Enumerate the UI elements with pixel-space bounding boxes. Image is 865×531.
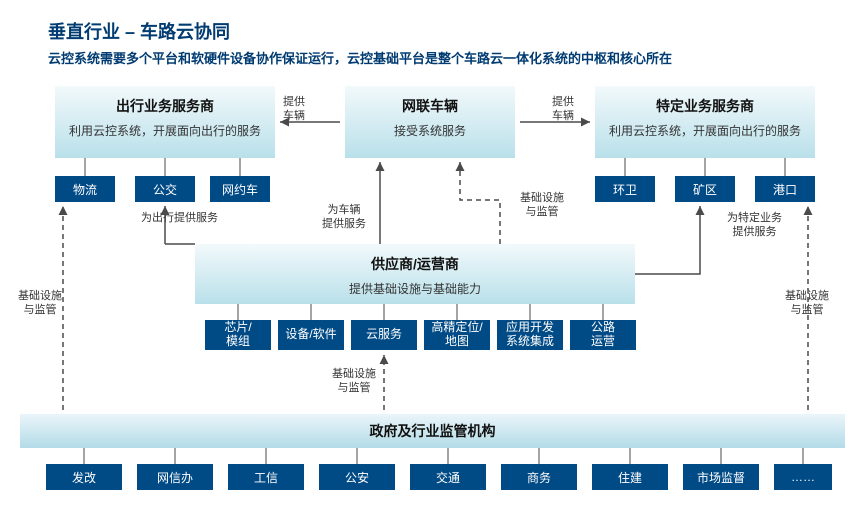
label-provide-vehicle-left: 提供 车辆 [283,96,305,124]
box-title: 供应商/运营商 [195,254,635,274]
box-sub: 接受系统服务 [345,122,515,139]
page-subtitle: 云控系统需要多个平台和软硬件设备协作保证运行，云控基础平台是整个车路云一体化系统… [48,48,672,67]
chip-gov-4: 交通 [410,464,486,490]
chip-text: 设备/软件 [285,328,336,342]
box-supplier-operator: 供应商/运营商 提供基础设施与基础能力 [195,244,635,304]
chip-device-sw: 设备/软件 [278,320,344,350]
chip-road-ops: 公路 运营 [570,320,636,350]
chip-gov-2: 工信 [228,464,304,490]
chip-text: 公路 运营 [591,321,615,349]
box-sub: 提供基础设施与基础能力 [195,280,635,297]
label-infra-gov: 基础设施 与监管 [332,368,376,396]
label-for-travel: 为出行提供服务 [141,212,218,226]
box-title: 特定业务服务商 [595,96,815,116]
box-special-service-provider: 特定业务服务商 利用云控系统，开展面向出行的服务 [595,86,815,158]
chip-gov-5: 商务 [501,464,577,490]
label-infra-right: 基础设施 与监管 [785,290,829,318]
chip-ridehail: 网约车 [210,176,270,202]
chip-hdmap: 高精定位/ 地图 [424,320,490,350]
box-connected-vehicle: 网联车辆 接受系统服务 [345,86,515,158]
chip-gov-1: 网信办 [137,464,213,490]
box-title: 出行业务服务商 [55,96,275,116]
chip-gov-7: 市场监督 [683,464,759,490]
chip-gov-0: 发改 [46,464,122,490]
chip-bus: 公交 [135,176,195,202]
box-title: 政府及行业监管机构 [370,421,496,441]
chip-port: 港口 [755,176,815,202]
chip-text: 芯片/ 模组 [224,321,251,349]
chip-mining: 矿区 [675,176,735,202]
chip-gov-8: …… [774,464,832,490]
chip-text: 云服务 [366,328,402,342]
chip-text: 应用开发 系统集成 [506,321,554,349]
chip-gov-3: 公安 [319,464,395,490]
box-travel-service-provider: 出行业务服务商 利用云控系统，开展面向出行的服务 [55,86,275,158]
label-provide-vehicle-right: 提供 车辆 [552,96,574,124]
chip-text: 高精定位/ 地图 [431,321,482,349]
chip-chip-module: 芯片/ 模组 [205,320,271,350]
box-sub: 利用云控系统，开展面向出行的服务 [595,122,815,139]
label-for-special: 为特定业务 提供服务 [727,212,782,240]
chip-app-dev: 应用开发 系统集成 [497,320,563,350]
chip-gov-6: 住建 [592,464,668,490]
chip-cloud: 云服务 [351,320,417,350]
chip-sanitation: 环卫 [595,176,655,202]
label-infra-mid: 基础设施 与监管 [520,192,564,220]
chip-logistics: 物流 [55,176,115,202]
box-title: 网联车辆 [345,96,515,116]
box-government: 政府及行业监管机构 [20,414,845,448]
label-infra-left: 基础设施 与监管 [18,290,62,318]
page-title: 垂直行业 – 车路云协同 [48,18,230,44]
label-for-vehicle: 为车辆 提供服务 [322,204,366,232]
box-sub: 利用云控系统，开展面向出行的服务 [55,122,275,139]
